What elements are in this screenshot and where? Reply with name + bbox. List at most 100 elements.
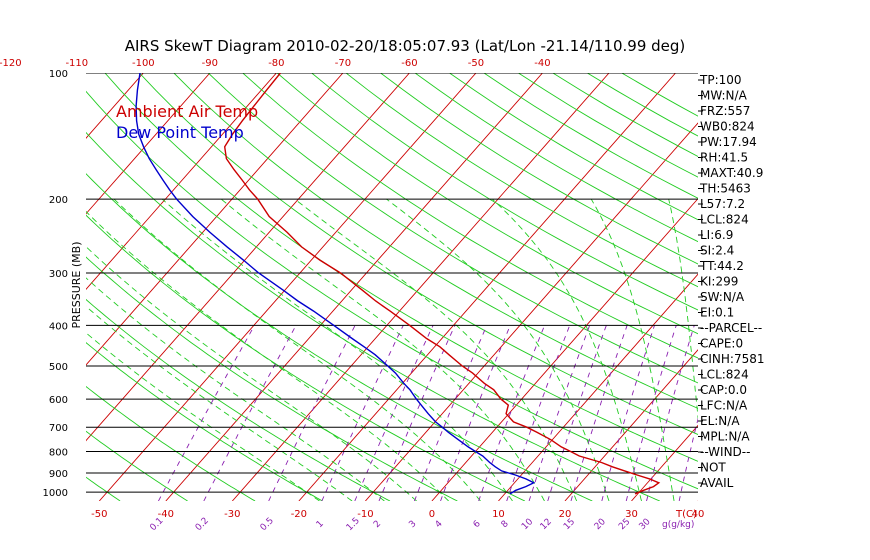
pressure-tick-label: 600 [49, 395, 68, 406]
top-temperature-tick-label: -60 [401, 58, 417, 69]
index-entry: AVAIL [700, 476, 734, 490]
index-entry: NOT [700, 461, 726, 475]
mixing-ratio-line [528, 325, 591, 501]
index-entry: --PARCEL-- [700, 321, 762, 335]
mixing-ratio-line [440, 325, 511, 501]
mixing-ratio-lines [158, 325, 698, 501]
dry-adiabat-line [86, 430, 188, 501]
dry-adiabat-line [139, 73, 698, 435]
legend-entry-air-temp: Ambient Air Temp [116, 102, 258, 121]
index-entry: FRZ:557 [700, 104, 750, 118]
moist-adiabat-line [86, 210, 449, 501]
isotherm-line [86, 73, 211, 215]
isotherm-line [86, 73, 344, 366]
top-temperature-tick-label: -90 [202, 58, 218, 69]
isotherm-line [0, 73, 10, 501]
isotherm-line [498, 273, 698, 501]
moist-adiabat-line [294, 198, 578, 501]
pressure-tick-label: 200 [49, 195, 68, 206]
dry-adiabat-line [86, 342, 323, 501]
mixing-ratio-tick-label: 10 [520, 517, 535, 532]
index-entry: L57:7.2 [700, 197, 745, 211]
top-temperature-tick-label: -50 [468, 58, 484, 69]
dry-adiabat-line [86, 256, 458, 501]
mixing-ratio-line [268, 325, 356, 501]
index-entry: MAXT:40.9 [700, 166, 763, 180]
isotherm-line [631, 424, 698, 501]
top-temperature-tick-label: -110 [65, 58, 88, 69]
moist-adiabat-line [590, 198, 675, 501]
mixing-ratio-line [378, 325, 456, 501]
bottom-temperature-tick-label: -20 [291, 509, 307, 520]
pressure-tick-label: 500 [49, 362, 68, 373]
top-temperature-ticks: -120 -110 -100 -90 -80 -70 -60 -50 -40 [0, 58, 551, 69]
index-entry: LCL:824 [700, 213, 749, 227]
top-temperature-tick-label: -80 [268, 58, 284, 69]
dry-adiabat-line [0, 73, 53, 501]
isotherm-line [86, 73, 277, 291]
isotherm-line [298, 73, 676, 501]
isotherm-line [0, 73, 77, 501]
index-entry: SW:N/A [700, 290, 745, 304]
index-entry: CAP:0.0 [700, 383, 747, 397]
index-entry: KI:299 [700, 275, 738, 289]
index-entry: TP:100 [699, 73, 742, 87]
mixing-ratio-line [625, 325, 677, 501]
sounding-series [135, 73, 661, 495]
dew-point-line [135, 73, 536, 495]
mixing-ratio-line [678, 417, 698, 501]
mixing-ratio-line [321, 325, 404, 501]
top-temperature-tick-label: -100 [132, 58, 155, 69]
index-entry: LFC:N/A [700, 399, 748, 413]
dry-adiabat-line [86, 385, 256, 501]
pressure-tick-labels: 100 200 300 400 500 600 700 800 900 1000 [43, 69, 68, 499]
mixing-ratio-line [478, 325, 546, 501]
moist-adiabat-line [86, 332, 320, 501]
mixing-ratio-tick-label: 3 [407, 519, 418, 530]
dry-adiabat-line [207, 73, 698, 384]
index-entry: PW:17.94 [700, 135, 757, 149]
dry-adiabat-line [86, 476, 121, 501]
pressure-tick-label: 800 [49, 448, 68, 459]
bottom-temperature-tick-label: 30 [625, 509, 638, 520]
index-entry: EL:N/A [700, 414, 740, 428]
isobar-lines [86, 73, 698, 493]
mixing-ratio-ticks: 0.1 0.2 0.5 1 1.5 2 3 4 6 8 10 12 15 20 25 30 [148, 516, 652, 533]
mixing-ratio-line [354, 325, 434, 501]
index-entry: EI:0.1 [700, 306, 734, 320]
mixing-ratio-line [570, 325, 628, 501]
moist-adiabat-line [86, 246, 417, 501]
mixing-ratio-tick-label: 8 [500, 519, 511, 530]
top-temperature-tick-label: -70 [335, 58, 351, 69]
isotherm-line [232, 73, 610, 501]
index-entry: TH:5463 [699, 182, 751, 196]
isotherm-line [165, 73, 543, 501]
mixing-ratio-tick-label: 12 [539, 517, 554, 532]
dry-adiabat-line [173, 73, 698, 409]
dry-adiabat-line [86, 90, 698, 490]
index-entry: LCL:824 [700, 368, 749, 382]
moist-adiabat-line [113, 198, 481, 501]
moist-adiabat-line [668, 199, 698, 422]
chart-title: AIRS SkewT Diagram 2010-02-20/18:05:07.9… [125, 37, 686, 55]
mixing-ratio-line [547, 325, 607, 501]
mixing-ratio-tick-label: 4 [434, 519, 445, 530]
dry-adiabat-line [345, 73, 698, 288]
isotherm-lines [0, 73, 698, 501]
dry-adiabat-line [86, 173, 593, 501]
index-entry: CAPE:0 [700, 337, 743, 351]
bottom-temperature-tick-label: 20 [559, 509, 572, 520]
dry-adiabat-line [311, 73, 698, 311]
index-entry: TT:44.2 [699, 259, 744, 273]
moist-adiabat-line [386, 198, 610, 501]
pressure-tick-label: 900 [49, 469, 68, 480]
index-entry: CINH:7581 [700, 352, 765, 366]
bottom-temperature-ticks: -50 -40 -30 -20 -10 0 10 20 30 40 [91, 509, 704, 520]
dry-adiabat-line [483, 73, 698, 199]
moist-adiabat-lines [86, 198, 698, 501]
index-entry: MW:N/A [700, 89, 748, 103]
mixing-ratio-tick-label: 0.5 [259, 516, 276, 533]
index-entry: --WIND-- [700, 445, 750, 459]
